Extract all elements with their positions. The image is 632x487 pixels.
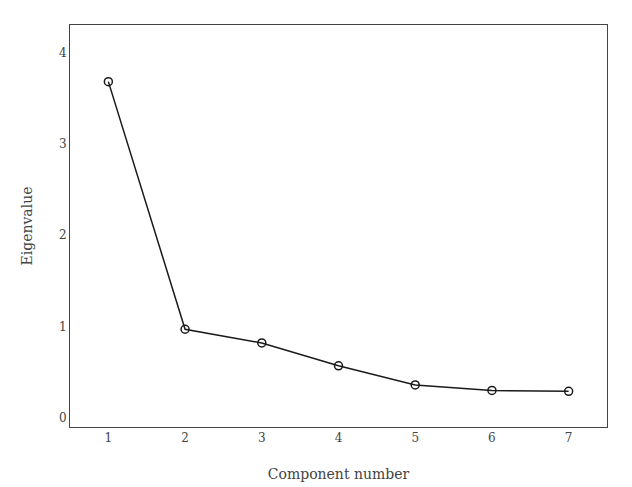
svg-text:2: 2 (181, 431, 189, 445)
svg-text:Component number: Component number (268, 466, 410, 482)
svg-text:6: 6 (488, 431, 496, 445)
svg-text:5: 5 (411, 431, 419, 445)
svg-text:4: 4 (59, 46, 67, 60)
svg-text:Eigenvalue: Eigenvalue (19, 187, 35, 266)
svg-text:3: 3 (59, 137, 67, 151)
svg-text:3: 3 (258, 431, 266, 445)
svg-text:4: 4 (335, 431, 343, 445)
svg-text:7: 7 (565, 431, 573, 445)
svg-text:1: 1 (105, 431, 113, 445)
svg-text:2: 2 (59, 228, 67, 242)
svg-text:1: 1 (59, 320, 67, 334)
svg-text:0: 0 (59, 411, 67, 425)
